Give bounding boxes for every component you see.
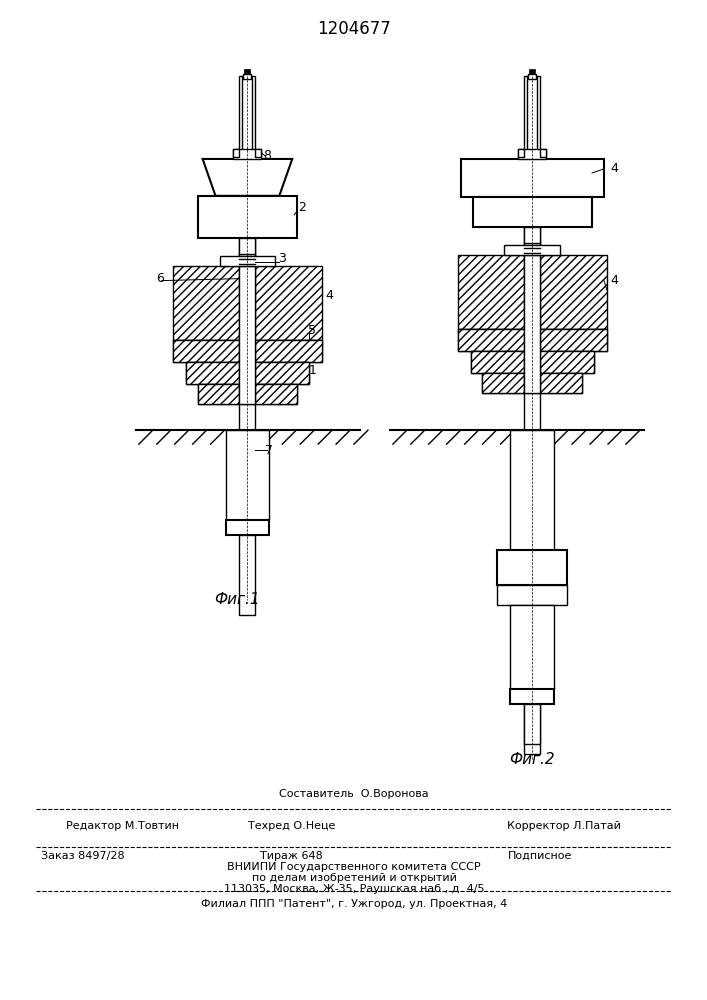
- Bar: [540, 373, 582, 393]
- Text: 1: 1: [308, 364, 316, 377]
- Bar: [525, 704, 540, 744]
- Text: Составитель  О.Воронова: Составитель О.Воронова: [279, 789, 429, 799]
- Bar: [510, 430, 554, 550]
- Bar: [240, 266, 255, 404]
- Bar: [540, 351, 594, 373]
- Bar: [173, 340, 322, 362]
- Bar: [186, 362, 240, 384]
- Bar: [528, 74, 537, 79]
- Bar: [198, 384, 240, 404]
- Text: 4: 4: [325, 289, 333, 302]
- Text: Филиал ППП "Патент", г. Ужгород, ул. Проектная, 4: Филиал ППП "Патент", г. Ужгород, ул. Про…: [201, 899, 507, 909]
- Bar: [226, 520, 269, 535]
- Text: 113035, Москва, Ж-35, Раушская наб., д. 4/5: 113035, Москва, Ж-35, Раушская наб., д. …: [223, 884, 484, 894]
- Bar: [540, 329, 607, 351]
- Bar: [525, 255, 540, 393]
- Bar: [255, 266, 322, 340]
- Bar: [240, 76, 255, 505]
- Bar: [243, 76, 252, 156]
- Bar: [255, 384, 297, 404]
- Bar: [240, 238, 255, 256]
- Bar: [255, 362, 309, 384]
- Bar: [525, 76, 540, 754]
- Text: 1204677: 1204677: [317, 20, 391, 38]
- Bar: [186, 362, 309, 384]
- Text: 5: 5: [308, 324, 316, 337]
- Bar: [198, 196, 297, 238]
- Bar: [504, 245, 560, 255]
- Bar: [510, 605, 554, 689]
- Bar: [173, 266, 240, 340]
- Text: Заказ 8497/28: Заказ 8497/28: [41, 851, 125, 861]
- Text: Фиг.2: Фиг.2: [510, 752, 555, 767]
- Bar: [460, 159, 604, 197]
- Bar: [243, 74, 252, 79]
- Bar: [240, 535, 255, 615]
- Bar: [471, 351, 525, 373]
- Text: Подписное: Подписное: [508, 851, 572, 861]
- Text: Тираж 648: Тираж 648: [260, 851, 323, 861]
- Bar: [540, 255, 607, 329]
- Bar: [527, 76, 537, 156]
- Text: 4: 4: [610, 274, 618, 287]
- Text: 3: 3: [279, 252, 286, 265]
- Bar: [482, 373, 582, 393]
- Bar: [471, 351, 594, 373]
- Text: Редактор М.Товтин: Редактор М.Товтин: [66, 821, 179, 831]
- Bar: [540, 149, 547, 157]
- Bar: [220, 256, 275, 266]
- Bar: [198, 384, 297, 404]
- Text: 6: 6: [156, 272, 164, 285]
- Bar: [498, 585, 567, 605]
- Bar: [472, 197, 592, 227]
- Text: ВНИИПИ Государственного комитета СССР: ВНИИПИ Государственного комитета СССР: [227, 862, 481, 872]
- Bar: [525, 227, 540, 245]
- Bar: [510, 689, 554, 704]
- Bar: [226, 430, 269, 520]
- Text: Фиг.1: Фиг.1: [215, 592, 260, 607]
- Text: 7: 7: [265, 444, 274, 457]
- Polygon shape: [203, 159, 292, 196]
- Bar: [233, 149, 262, 159]
- Bar: [482, 373, 525, 393]
- Bar: [255, 149, 262, 157]
- Text: Корректор Л.Патай: Корректор Л.Патай: [508, 821, 621, 831]
- Text: по делам изобретений и открытий: по делам изобретений и открытий: [252, 873, 457, 883]
- Polygon shape: [245, 69, 250, 74]
- Text: Техред О.Неце: Техред О.Неце: [248, 821, 336, 831]
- Bar: [457, 329, 525, 351]
- Text: 4: 4: [610, 162, 618, 175]
- Bar: [457, 329, 607, 351]
- Bar: [498, 550, 567, 585]
- Bar: [457, 255, 525, 329]
- Bar: [255, 340, 322, 362]
- Bar: [233, 149, 240, 157]
- Text: 2: 2: [298, 201, 306, 214]
- Bar: [518, 149, 525, 157]
- Text: 8: 8: [263, 149, 271, 162]
- Bar: [518, 149, 547, 159]
- Bar: [173, 340, 240, 362]
- Polygon shape: [530, 69, 535, 74]
